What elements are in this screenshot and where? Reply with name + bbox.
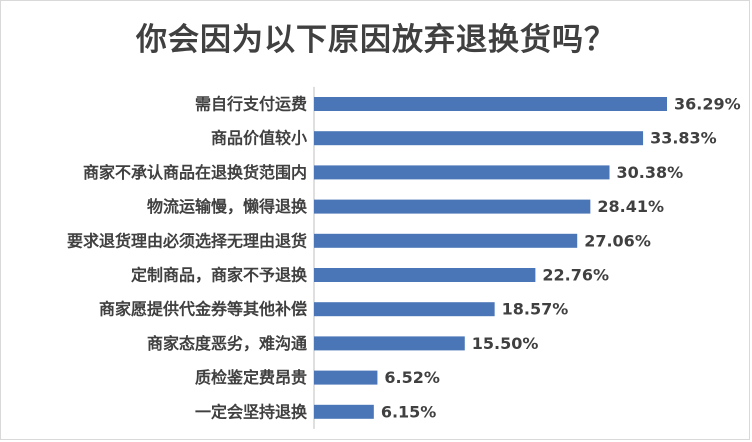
bar [314, 336, 465, 351]
data-label: 27.06% [584, 231, 651, 250]
data-label: 18.57% [502, 300, 569, 319]
data-label: 15.50% [472, 334, 539, 353]
bar [314, 370, 378, 385]
bar [314, 268, 536, 282]
data-label: 30.38% [617, 163, 684, 182]
category-label: 定制商品，商家不予退换 [130, 266, 308, 285]
category-label: 质检鉴定费昂贵 [195, 368, 307, 387]
category-label: 商家态度恶劣，难沟通 [147, 334, 307, 353]
bar [314, 199, 591, 214]
category-label: 物流运输慢，懒得退换 [147, 197, 308, 216]
data-label: 6.52% [384, 368, 440, 387]
bar [314, 404, 374, 419]
category-label: 商品价值较小 [211, 129, 307, 148]
data-label: 6.15% [381, 402, 437, 421]
category-label: 一定会坚持退换 [195, 402, 308, 421]
data-label: 28.41% [597, 197, 664, 216]
bar [314, 97, 667, 111]
category-label: 商家不承认商品在退换货范围内 [83, 163, 307, 182]
category-label: 要求退货理由必须选择无理由退货 [67, 231, 307, 250]
data-label: 22.76% [542, 266, 609, 285]
bar [314, 131, 644, 146]
bar [314, 302, 495, 317]
category-label: 商家愿提供代金券等其他补偿 [99, 300, 307, 319]
data-label: 36.29% [674, 95, 741, 114]
bar [314, 165, 610, 180]
bar [314, 233, 578, 248]
category-label: 需自行支付运费 [195, 95, 307, 114]
data-label: 33.83% [650, 129, 717, 148]
chart-title: 你会因为以下原因放弃退换货吗？ [136, 22, 616, 58]
